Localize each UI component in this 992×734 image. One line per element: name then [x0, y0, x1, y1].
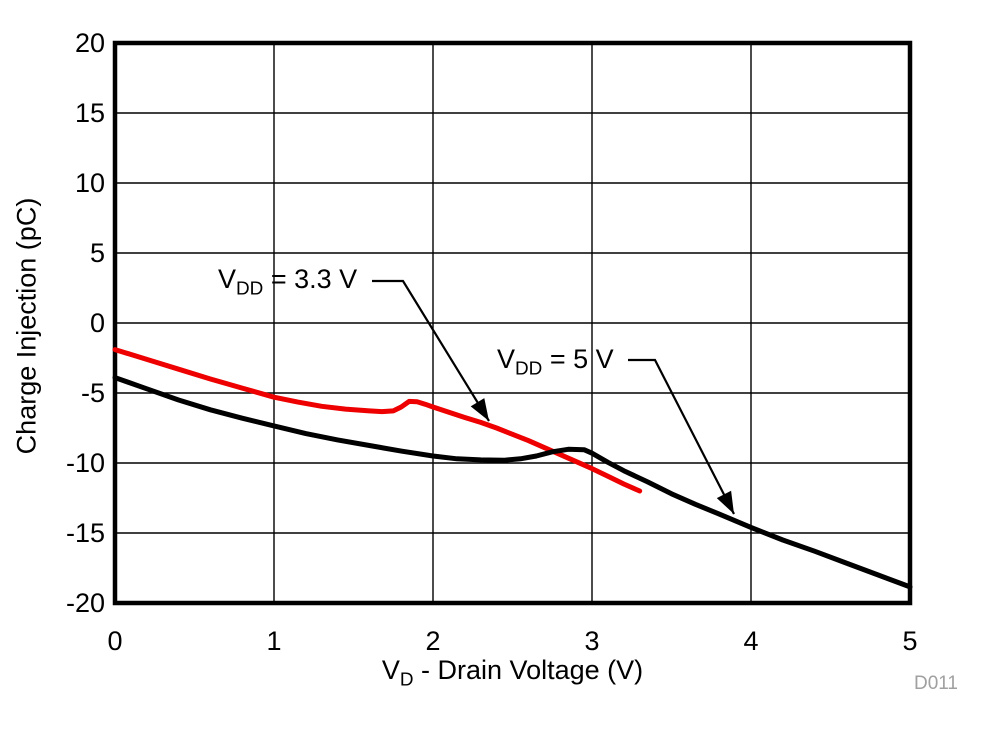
y-tick-label: -20	[65, 588, 105, 618]
x-tick-label: 4	[743, 626, 759, 656]
annotation-vdd-5v-subscript: DD	[515, 358, 543, 380]
x-axis-label-subscript: D	[399, 669, 414, 691]
annotation-vdd-5v-symbol: V	[497, 344, 516, 374]
x-tick-label: 5	[902, 626, 918, 656]
x-axis-label-text: - Drain Voltage (V)	[413, 655, 644, 685]
curve-vdd-3v3	[112, 347, 643, 494]
annotation-vdd-3v3-value: = 3.3 V	[263, 264, 358, 294]
y-tick-label: 5	[89, 238, 105, 268]
x-tick-label: 2	[425, 626, 441, 656]
y-tick-label: -5	[80, 378, 105, 408]
y-axis-label: Charge Injection (pC)	[11, 197, 42, 455]
y-tick-label: 20	[74, 28, 105, 58]
annotation-vdd-5v-value: = 5 V	[542, 344, 614, 374]
annotation-vdd-5v: VDD = 5 V	[497, 344, 614, 380]
x-tick-label: 3	[584, 626, 600, 656]
annotation-vdd-3v3: VDD = 3.3 V	[218, 264, 357, 300]
y-tick-label: -10	[65, 448, 105, 478]
y-tick-label: 0	[89, 308, 105, 338]
plot-frame	[112, 40, 913, 606]
leader-vdd-3v3-line	[372, 279, 490, 422]
annotation-vdd-3v3-symbol: V	[218, 264, 237, 294]
y-tick-label: 10	[74, 168, 105, 198]
x-tick-label: 0	[107, 626, 123, 656]
figure-id-watermark: D011	[913, 673, 958, 694]
y-tick-label: -15	[65, 518, 105, 548]
x-axis-label-symbol: V	[381, 655, 400, 685]
curve-vdd-5v	[112, 375, 913, 590]
y-tick-label: 15	[74, 98, 105, 128]
leader-vdd-3v3-arrowhead	[470, 398, 489, 421]
leader-vdd-5v-arrowhead	[716, 490, 734, 514]
annotation-vdd-3v3-subscript: DD	[236, 278, 264, 300]
x-axis-label: VD - Drain Voltage (V)	[213, 655, 813, 691]
x-tick-label: 1	[266, 626, 282, 656]
leader-vdd-5v-line	[628, 358, 735, 515]
